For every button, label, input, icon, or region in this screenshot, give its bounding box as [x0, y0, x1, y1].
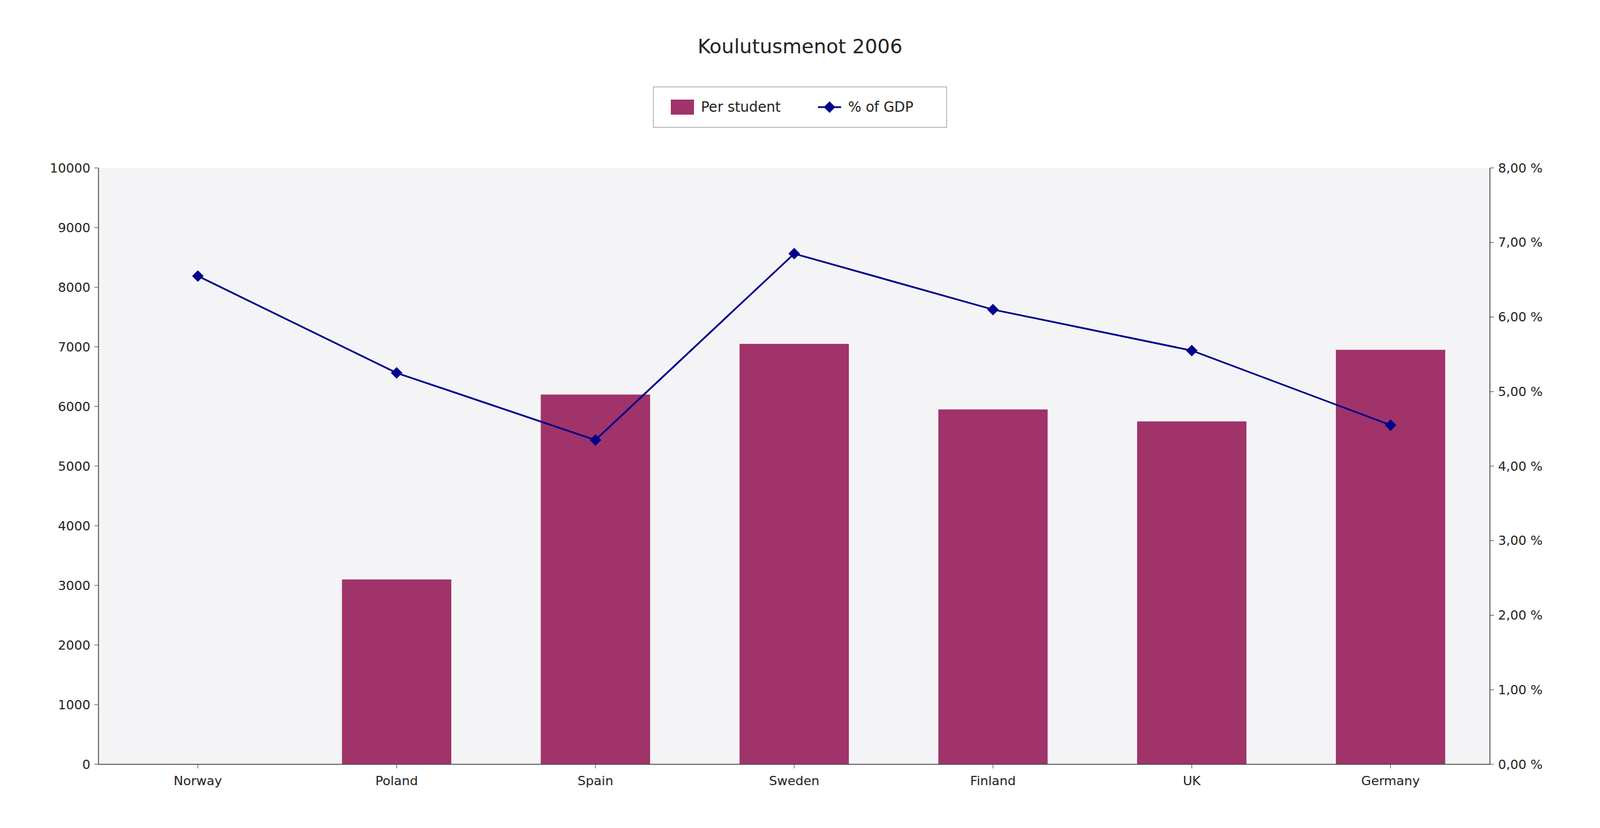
- bar: [1137, 421, 1247, 765]
- y-tick-label: 10000: [49, 161, 91, 176]
- y-tick: [94, 525, 99, 527]
- x-tick: [1390, 764, 1391, 769]
- line-marker: [589, 434, 602, 447]
- y2-tick-label: 3,00 %: [1498, 533, 1543, 549]
- line-marker: [987, 304, 999, 316]
- x-tick-label: Poland: [375, 773, 418, 789]
- line: [198, 253, 1391, 441]
- y-tick: [94, 704, 99, 706]
- y2-tick-label: 7,00 %: [1498, 235, 1543, 250]
- y2-tick-label: 8,00 %: [1498, 161, 1543, 176]
- chart: 0 1000 2000 3000 4000 5000 6000 7000 8000 9000 100…: [0, 0, 1600, 828]
- x-tick: [794, 764, 795, 769]
- y2-tick: [1489, 689, 1494, 691]
- y2-tick-label: 2,00 %: [1498, 608, 1543, 623]
- y2-tick-label: 6,00 %: [1498, 309, 1543, 325]
- y2-tick: [1489, 764, 1494, 766]
- y-tick-label: 4000: [57, 519, 91, 534]
- y-tick: [94, 227, 99, 229]
- x-tick: [992, 764, 994, 769]
- y-tick-label: 7000: [57, 340, 91, 355]
- y-tick: [94, 466, 99, 467]
- y2-tick-label: 5,00 %: [1498, 384, 1543, 400]
- y-tick: [94, 346, 99, 348]
- x-tick-label: Spain: [577, 773, 613, 789]
- legend-label: Per student: [700, 99, 781, 116]
- bar: [1335, 349, 1446, 765]
- y-tick: [94, 287, 99, 288]
- bar: [341, 579, 452, 765]
- legend: Per student % of GDP: [653, 86, 947, 128]
- x-tick: [396, 764, 397, 769]
- y2-tick: [1489, 242, 1494, 243]
- y-tick-label: 1000: [57, 698, 91, 713]
- x-tick: [197, 764, 199, 769]
- y2-tick-label: 1,00 %: [1498, 682, 1543, 698]
- y2-tick: [1489, 466, 1494, 467]
- line-marker: [788, 247, 800, 260]
- plot-area: [98, 167, 1490, 765]
- line-marker: [391, 367, 403, 379]
- bar: [938, 409, 1048, 765]
- x-tick-label: Sweden: [769, 773, 820, 789]
- legend-label: % of GDP: [848, 99, 914, 116]
- y-tick: [94, 406, 99, 408]
- line-marker: [1384, 419, 1397, 431]
- legend-box: [653, 86, 947, 128]
- y-tick-label: 9000: [57, 220, 91, 236]
- legend-marker: [823, 101, 836, 113]
- x-tick-label: Germany: [1361, 773, 1420, 789]
- y-tick: [94, 645, 99, 646]
- title: Koulutusmenot 2006: [697, 34, 903, 58]
- y-tick-label: 2000: [57, 638, 91, 653]
- y2-tick: [1489, 391, 1494, 393]
- x-tick: [594, 764, 596, 769]
- bar: [540, 394, 650, 765]
- y-tick-label: 6000: [57, 399, 91, 415]
- y2-tick: [1489, 615, 1494, 616]
- marks: [192, 247, 1446, 765]
- y2-tick: [1489, 316, 1494, 318]
- legend-swatch: [670, 99, 694, 115]
- y2-tick: [1489, 167, 1494, 169]
- line-marker: [1185, 344, 1198, 357]
- y-tick: [94, 585, 99, 587]
- y-tick-label: 8000: [57, 280, 91, 295]
- y-tick: [94, 764, 99, 766]
- y2-tick: [1489, 540, 1494, 542]
- y-tick: [94, 167, 99, 169]
- bar: [739, 344, 850, 765]
- y-tick-label: 5000: [57, 459, 91, 474]
- y-tick-label: 0: [82, 757, 91, 773]
- x-tick-label: UK: [1182, 773, 1201, 789]
- line-marker: [192, 270, 204, 283]
- y2-tick-label: 0,00 %: [1498, 757, 1543, 773]
- x-tick-label: Finland: [970, 773, 1017, 789]
- y-tick-label: 3000: [57, 578, 91, 594]
- y2-tick-label: 4,00 %: [1498, 459, 1543, 474]
- x-tick-label: Norway: [173, 773, 222, 789]
- x-tick: [1191, 764, 1193, 769]
